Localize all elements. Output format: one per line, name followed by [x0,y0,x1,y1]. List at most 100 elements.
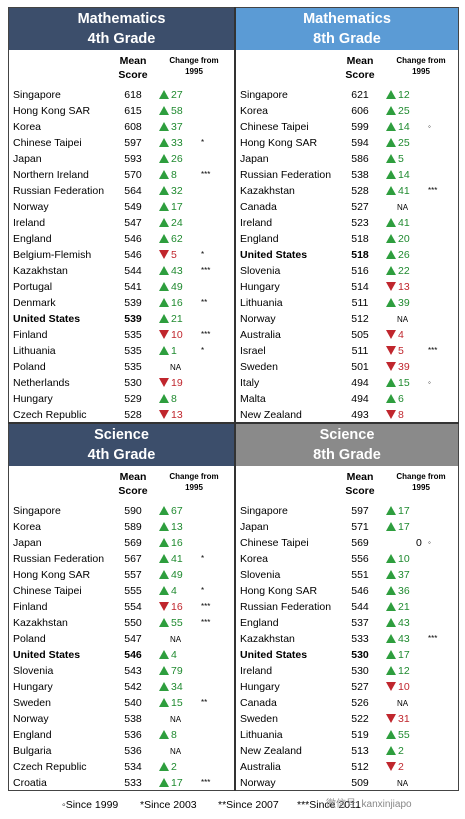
change-value: 24 [159,215,203,231]
country-label: Korea [240,105,269,117]
change-number: 0 [416,537,422,549]
since-marker: ◦ [428,378,431,387]
change-value: 8 [159,391,203,407]
table-row: Lithuania 535 1 * [9,343,234,359]
table-row: Norway 538 NA [9,711,234,727]
mean-score-value: 540 [124,697,142,709]
country-label: Slovenia [240,569,281,581]
table-row: Lithuania 511 39 [236,295,458,311]
country-label: Italy [240,377,260,389]
panel-header: Mathematics 4th Grade [9,8,234,50]
triangle-down-icon [386,329,396,339]
mean-score-value: 555 [124,585,142,597]
triangle-up-icon [386,393,396,403]
since-marker: *** [428,634,438,643]
table-row: Australia 505 4 [236,327,458,343]
table-row: Singapore 590 67 [9,503,234,519]
country-label: Portugal [13,281,53,293]
triangle-down-icon [386,761,396,771]
since-marker: * [201,586,205,595]
country-label: Lithuania [13,345,56,357]
change-number: 41 [398,217,410,229]
table-row: Korea 606 25 [236,103,458,119]
change-value: 55 [159,615,203,631]
country-label: Kazakhstan [13,265,68,277]
country-label: Korea [240,553,269,565]
change-number: 6 [398,393,404,405]
legend-since-2003: *Since 2003 [140,799,197,811]
table-row: England 518 20 [236,231,458,247]
change-number: 26 [398,249,410,261]
table-row: Sweden 540 15 ** [9,695,234,711]
country-label: Kazakhstan [240,633,295,645]
triangle-down-icon [386,713,396,723]
mean-score-value: 546 [124,249,142,261]
mean-score-value: 505 [351,329,369,341]
triangle-up-icon [159,537,169,547]
country-label: Japan [13,153,42,165]
since-marker: * [201,250,205,259]
country-label: United States [240,649,308,661]
table-row: Poland 547 NA [9,631,234,647]
triangle-up-icon [159,89,169,99]
change-value: 13 [386,279,430,295]
mean-score-value: 518 [351,233,369,245]
change-number: 14 [398,121,410,133]
table-row: Hong Kong SAR 615 58 [9,103,234,119]
table-row: United States 530 17 [236,647,458,663]
table-row: Chinese Taipei 555 4 * [9,583,234,599]
country-label: Sweden [13,697,51,709]
change-number: 36 [398,585,410,597]
table-row: Hungary 542 34 [9,679,234,695]
triangle-up-icon [386,553,396,563]
mean-score-value: 519 [351,729,369,741]
mean-score-value: 567 [124,553,142,565]
table-row: Japan 586 5 [236,151,458,167]
table-row: Kazakhstan 528 41 *** [236,183,458,199]
triangle-up-icon [386,569,396,579]
mean-score-value: 535 [124,329,142,341]
table-row: Hong Kong SAR 557 49 [9,567,234,583]
change-number: 55 [171,617,183,629]
change-number: 17 [398,521,410,533]
table-row: Slovenia 516 22 [236,263,458,279]
table-row: Chinese Taipei 569 0 ◦ [236,535,458,551]
triangle-up-icon [386,249,396,259]
country-label: Sweden [240,713,278,725]
country-label: Australia [240,761,281,773]
country-label: Hungary [13,681,53,693]
country-label: Denmark [13,297,56,309]
horizontal-divider [8,422,459,424]
panel-subtitle: 8th Grade [313,31,381,47]
mean-score-value: 522 [351,713,369,725]
triangle-up-icon [159,265,169,275]
mean-score-value: 527 [351,201,369,213]
table-row: Denmark 539 16 ** [9,295,234,311]
rows: Singapore 621 12 Korea 606 25 Chinese Taipei 59… [236,87,458,423]
triangle-up-icon [159,105,169,115]
mean-score-value: 542 [124,681,142,693]
country-label: Singapore [240,505,288,517]
change-header: Change from 1995 [396,56,446,76]
change-number: 12 [398,665,410,677]
mean-score-value: 564 [124,185,142,197]
change-value: 14 [386,167,430,183]
triangle-up-icon [386,105,396,115]
mean-score-value: 539 [124,313,142,325]
change-number: 24 [171,217,183,229]
change-value: 4 [386,327,430,343]
mean-score-value: 530 [351,665,369,677]
table-row: Lithuania 519 55 [236,727,458,743]
triangle-up-icon [386,265,396,275]
triangle-up-icon [159,649,169,659]
country-label: Lithuania [240,729,283,741]
table-row: New Zealand 493 8 [236,407,458,423]
since-marker: ** [201,298,208,307]
mean-score-value: 493 [351,409,369,421]
table-row: Norway 509 NA [236,775,458,791]
change-number: 5 [398,153,404,165]
change-number: 31 [398,713,410,725]
mean-score-value: 547 [124,217,142,229]
triangle-up-icon [159,777,169,787]
since-marker: *** [201,330,211,339]
